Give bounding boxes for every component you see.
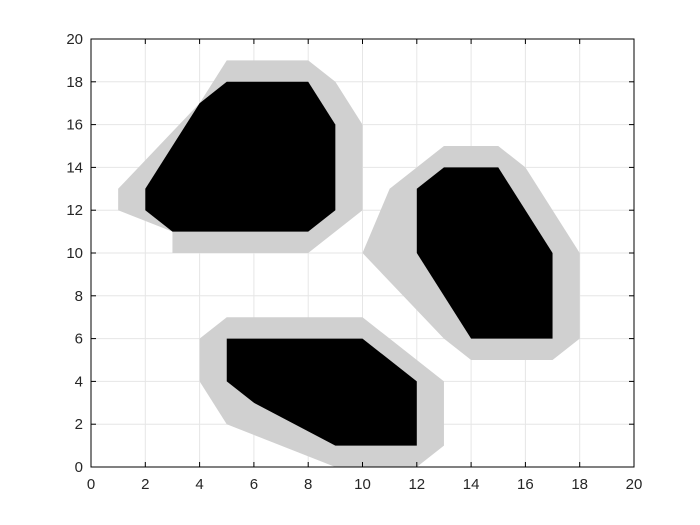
y-tick-label-0: 0: [75, 459, 83, 476]
obstacle-shapes: [118, 60, 580, 467]
obstacle-polygon-2: [416, 167, 553, 339]
x-tick-label-16: 16: [517, 476, 534, 493]
y-tick-label-18: 18: [66, 74, 83, 91]
y-tick-label-4: 4: [75, 373, 83, 390]
tick-labels: 0 2 4 6 8 10 12 14 16 18 20 0 2 4 6 8 10 12 14 16 18 20: [66, 31, 642, 493]
x-tick-label-14: 14: [463, 476, 480, 493]
x-tick-label-18: 18: [571, 476, 588, 493]
y-tick-label-20: 20: [66, 31, 83, 48]
x-tick-label-8: 8: [304, 476, 312, 493]
y-tick-label-2: 2: [75, 416, 83, 433]
x-tick-label-12: 12: [408, 476, 425, 493]
y-tick-label-14: 14: [66, 159, 83, 176]
y-tick-label-12: 12: [66, 202, 83, 219]
x-tick-label-2: 2: [141, 476, 149, 493]
x-tick-label-10: 10: [354, 476, 371, 493]
y-tick-label-10: 10: [66, 245, 83, 262]
y-tick-label-16: 16: [66, 117, 83, 134]
x-tick-label-4: 4: [195, 476, 203, 493]
y-tick-label-8: 8: [75, 288, 83, 305]
x-tick-label-0: 0: [87, 476, 95, 493]
y-tick-label-6: 6: [75, 331, 83, 348]
obstacle-polygon-1: [145, 81, 336, 232]
x-tick-label-6: 6: [250, 476, 258, 493]
axis-ticks: [90, 38, 635, 468]
obstacle-polygon-3: [226, 338, 417, 446]
x-tick-label-20: 20: [626, 476, 643, 493]
